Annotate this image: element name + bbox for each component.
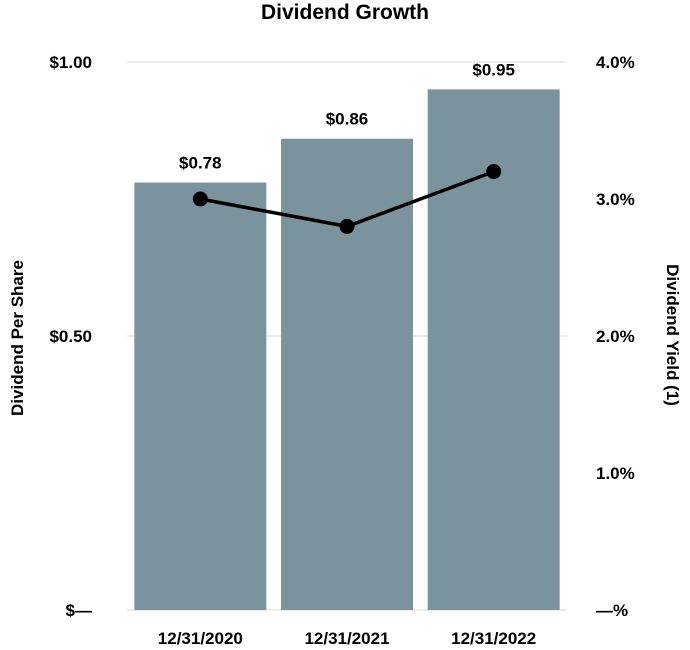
yield-point bbox=[192, 191, 208, 207]
chart-title: Dividend Growth bbox=[261, 1, 429, 24]
bar-value-label: $0.95 bbox=[472, 60, 515, 79]
bar-value-label: $0.78 bbox=[179, 154, 222, 173]
y-axis-label: Dividend Per Share bbox=[8, 260, 27, 416]
y-tick-label: $— bbox=[66, 601, 92, 620]
bar-12-31-2020 bbox=[134, 182, 267, 610]
y2-tick-label: 4.0% bbox=[596, 53, 635, 72]
x-tick-label: 12/31/2020 bbox=[158, 629, 243, 648]
y2-tick-label: 2.0% bbox=[596, 327, 635, 346]
y-tick-label: $0.50 bbox=[49, 327, 92, 346]
yield-point bbox=[339, 218, 355, 234]
y2-tick-label: 3.0% bbox=[596, 190, 635, 209]
x-tick-label: 12/31/2021 bbox=[304, 629, 389, 648]
y2-tick-label: —% bbox=[596, 601, 628, 620]
x-tick-label: 12/31/2022 bbox=[451, 629, 536, 648]
y2-tick-label: 1.0% bbox=[596, 464, 635, 483]
y-tick-label: $1.00 bbox=[49, 53, 92, 72]
y2-axis-label: Dividend Yield (1) bbox=[663, 264, 682, 406]
bar-value-label: $0.86 bbox=[326, 110, 369, 129]
yield-point bbox=[486, 164, 502, 180]
